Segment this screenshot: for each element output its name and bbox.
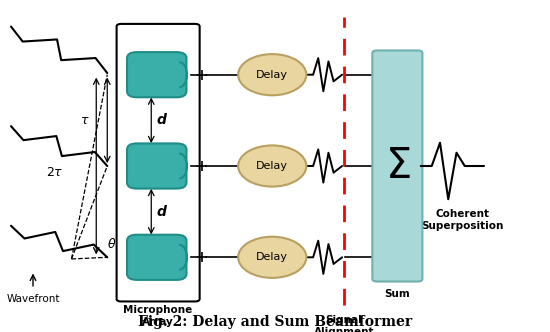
Text: Microphone
Array: Microphone Array: [124, 305, 192, 327]
Text: Delay: Delay: [256, 161, 288, 171]
Circle shape: [238, 145, 306, 187]
Text: Wavefront: Wavefront: [6, 294, 60, 304]
Text: Delay: Delay: [256, 70, 288, 80]
Text: Fig. 2: Delay and Sum Beamformer: Fig. 2: Delay and Sum Beamformer: [138, 315, 412, 329]
Text: Coherent
Superposition: Coherent Superposition: [421, 209, 503, 231]
Text: Delay: Delay: [256, 252, 288, 262]
Text: Sum: Sum: [384, 289, 410, 299]
FancyBboxPatch shape: [127, 52, 186, 97]
Text: $\theta$: $\theta$: [107, 237, 117, 251]
FancyBboxPatch shape: [127, 143, 186, 189]
Text: $\tau$: $\tau$: [80, 114, 90, 127]
Circle shape: [238, 54, 306, 95]
FancyBboxPatch shape: [372, 50, 422, 282]
Text: d: d: [156, 113, 166, 127]
Text: d: d: [156, 205, 166, 219]
Text: Signal
Alignment: Signal Alignment: [314, 315, 374, 332]
Text: $\Sigma$: $\Sigma$: [384, 145, 410, 187]
FancyBboxPatch shape: [117, 24, 200, 301]
FancyBboxPatch shape: [127, 235, 186, 280]
Circle shape: [238, 237, 306, 278]
Text: $2\tau$: $2\tau$: [46, 166, 64, 179]
